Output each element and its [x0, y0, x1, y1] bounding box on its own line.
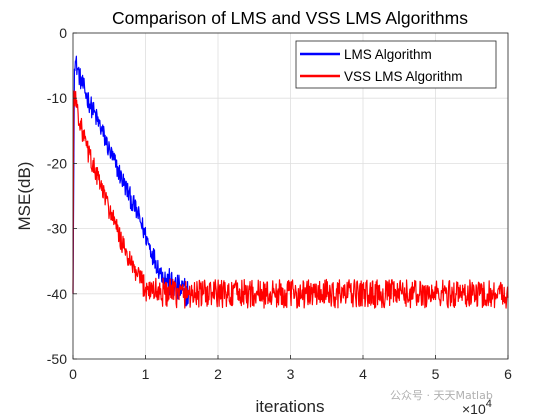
- y-axis-label: MSE(dB): [15, 162, 34, 231]
- axis-ticks: [72, 32, 509, 360]
- x-exponent-base: ×10: [462, 401, 486, 417]
- x-axis-label: iterations: [256, 397, 325, 416]
- series-layer: [72, 55, 509, 309]
- x-tick-label: 1: [142, 366, 150, 382]
- x-tick-label: 3: [287, 366, 295, 382]
- y-tick-label: -30: [47, 221, 67, 237]
- legend-label-vss-lms: VSS LMS Algorithm: [344, 69, 463, 84]
- legend-label-lms: LMS Algorithm: [344, 47, 432, 62]
- x-tick-label: 5: [432, 366, 440, 382]
- x-tick-label: 0: [69, 366, 77, 382]
- chart-title: Comparison of LMS and VSS LMS Algorithms: [112, 8, 468, 28]
- watermark-text: 公众号 · 天天Matlab: [390, 389, 493, 402]
- y-tick-label: -20: [47, 155, 67, 171]
- y-tick-label: -40: [47, 286, 67, 302]
- x-tick-label: 6: [504, 366, 512, 382]
- legend-box: [295, 40, 497, 89]
- x-tick-label: 4: [359, 366, 367, 382]
- series-line-lms: [72, 55, 190, 307]
- y-tick-label: -50: [47, 351, 67, 367]
- x-axis-exponent: ×104: [462, 398, 492, 417]
- series-line-vss-lms: [72, 90, 509, 309]
- tick-labels: 0 1 2 3 4 5 6 0 -10 -20 -30 -40 -50: [47, 25, 512, 382]
- y-tick-label: -10: [47, 90, 67, 106]
- x-exponent-power: 4: [486, 398, 492, 410]
- y-tick-label: 0: [59, 25, 67, 41]
- x-tick-label: 2: [214, 366, 222, 382]
- legend: LMS Algorithm VSS LMS Algorithm: [295, 40, 497, 89]
